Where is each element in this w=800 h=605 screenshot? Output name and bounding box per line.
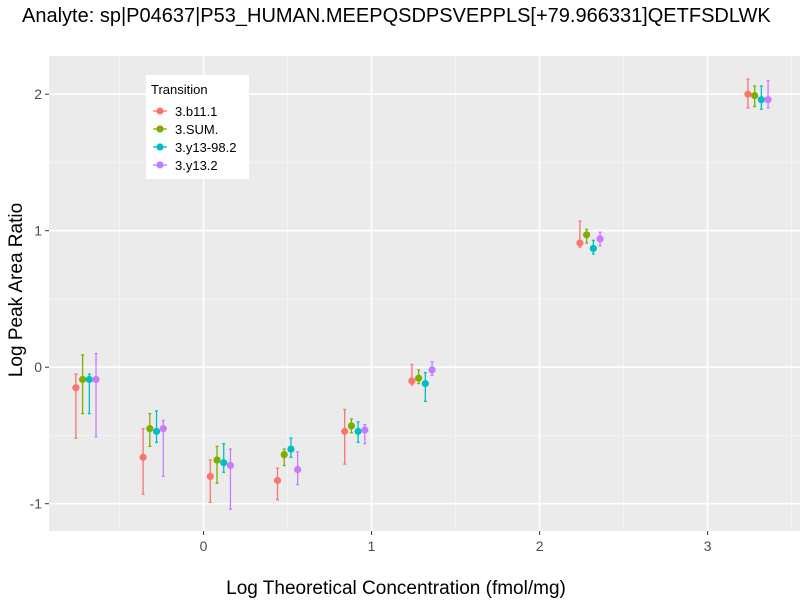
legend-key-point [156,143,164,151]
x-axis-ticks: 0 1 2 3 [200,531,712,554]
y-tick-label: -1 [30,496,43,512]
data-point [757,96,765,104]
data-point [226,461,235,470]
data-point [72,384,80,392]
legend-key-point [156,125,164,133]
x-tick-label: 0 [200,538,208,554]
x-tick-label: 1 [368,538,376,554]
legend-title: Transition [151,82,208,97]
legend-item: 3.y13.2 [153,158,218,173]
data-point [287,445,295,453]
legend-key-point [156,161,164,169]
legend-item: 3.y13-98.2 [153,140,236,155]
data-point [341,427,349,435]
legend-key-point [156,107,164,115]
data-point [408,377,416,385]
data-point [764,96,772,104]
y-tick-label: 1 [34,223,42,239]
data-point [206,472,214,481]
data-point [596,235,604,243]
y-axis-label: Log Peak Area Ratio [6,203,27,377]
data-point [146,425,154,433]
legend-label: 3.y13-98.2 [175,140,236,155]
data-point [361,426,369,434]
data-point [576,239,584,247]
data-point [152,427,161,435]
data-point [79,375,87,384]
y-tick-label: 2 [34,86,42,102]
data-point [751,91,759,100]
legend-label: 3.y13.2 [175,158,218,173]
data-point [589,244,597,253]
data-point [159,425,167,433]
data-point [273,476,282,485]
data-point [280,450,288,459]
x-tick-label: 2 [536,538,544,554]
y-tick-label: 0 [34,359,42,375]
legend-label: 3.b11.1 [175,104,217,119]
data-points [72,90,772,485]
x-axis-label: Log Theoretical Concentration (fmol/mg) [226,578,566,599]
legend: Transition 3.b11.1 3.SUM. 3.y13-98.2 3.y13.… [146,75,249,179]
data-point [220,459,228,467]
legend-box [146,75,249,179]
x-tick-label: 3 [704,538,712,554]
data-point [213,456,221,464]
data-point [139,453,147,461]
legend-label: 3.SUM. [175,122,218,137]
legend-item: 3.SUM. [153,122,218,137]
data-point [294,465,302,474]
data-point [421,379,429,388]
legend-item: 3.b11.1 [153,104,217,119]
data-point [428,366,436,374]
legend-items: 3.b11.1 3.SUM. 3.y13-98.2 3.y13.2 [153,104,236,173]
axes: 0 1 2 3 -1 0 1 2 [30,86,712,554]
data-point [354,427,362,435]
data-point [347,422,356,430]
data-point [583,231,591,239]
data-point [92,375,100,384]
y-axis-ticks: -1 0 1 2 [30,86,49,512]
data-point [85,375,93,384]
data-point [744,90,752,98]
data-point [415,374,423,382]
chart-title: Analyte: sp|P04637|P53_HUMAN.MEEPQSDPSVE… [22,5,771,27]
